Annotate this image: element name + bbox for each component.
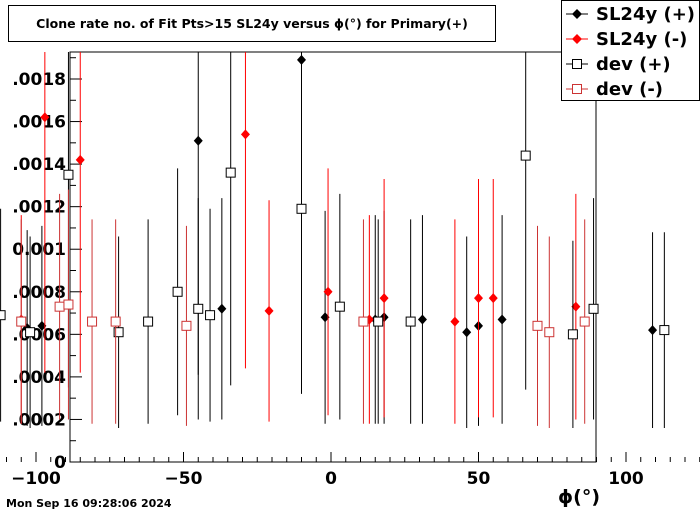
data-point	[54, 301, 65, 312]
y-tick-label: 0	[54, 453, 66, 473]
x-tick-label: −100	[11, 469, 61, 489]
data-point	[113, 327, 124, 338]
data-point	[110, 316, 121, 327]
data-point	[405, 316, 416, 327]
data-point	[217, 303, 227, 314]
y-tick-label: .0002	[12, 410, 66, 430]
data-point	[63, 169, 74, 180]
timestamp: Mon Sep 16 09:28:06 2024	[6, 497, 172, 510]
filled-diamond-black-icon	[566, 9, 588, 19]
y-tick-label: .0008	[12, 283, 66, 303]
data-point	[450, 316, 460, 327]
x-tick-label: 50	[467, 469, 491, 489]
legend-label: dev (-)	[596, 78, 664, 100]
data-point	[37, 320, 47, 331]
data-point	[544, 327, 555, 338]
data-point	[659, 325, 670, 336]
data-point	[87, 316, 98, 327]
legend-item-sl24y-plus: SL24y (+)	[562, 2, 700, 26]
y-tick-label: .0018	[12, 70, 66, 90]
chart-title: Clone rate no. of Fit Pts>15 SL24y versu…	[36, 16, 468, 31]
legend-item-dev-plus: dev (+)	[562, 52, 700, 76]
chart-title-box: Clone rate no. of Fit Pts>15 SL24y versu…	[8, 5, 496, 42]
legend: SL24y (+) SL24y (-) dev (+) dev (-)	[561, 0, 700, 101]
y-tick-label: .0016	[12, 113, 66, 133]
data-point	[488, 293, 498, 304]
data-point	[358, 316, 369, 327]
data-point	[373, 316, 384, 327]
data-point	[532, 320, 543, 331]
y-tick-label: .0004	[12, 368, 66, 388]
data-point	[193, 135, 203, 146]
data-point	[648, 325, 658, 336]
data-point	[417, 314, 427, 325]
data-point	[571, 301, 581, 312]
data-point	[323, 286, 333, 297]
x-tick-label: 100	[608, 469, 644, 489]
data-point	[75, 154, 85, 165]
data-point	[296, 203, 307, 214]
data-point	[320, 312, 330, 323]
legend-label: SL24y (-)	[596, 28, 688, 50]
data-point	[63, 299, 74, 310]
legend-label: SL24y (+)	[596, 3, 696, 25]
y-tick-label: .0014	[12, 155, 66, 175]
data-point	[172, 286, 183, 297]
data-point	[474, 293, 483, 304]
y-tick-label: 0.001	[12, 240, 66, 260]
filled-diamond-red-icon	[566, 34, 588, 44]
data-point	[379, 293, 389, 304]
legend-item-dev-minus: dev (-)	[562, 77, 700, 101]
data-point	[0, 310, 6, 321]
open-square-red-icon	[566, 84, 588, 94]
x-tick-label: −50	[165, 469, 203, 489]
data-point	[40, 112, 50, 123]
data-point	[205, 310, 216, 321]
data-point	[334, 301, 345, 312]
data-point	[462, 327, 472, 338]
data-point	[520, 150, 531, 161]
data-point	[264, 305, 274, 316]
x-axis-title: ϕ(°)	[558, 486, 600, 508]
data-point	[16, 316, 27, 327]
data-point	[143, 316, 154, 327]
data-point	[579, 316, 590, 327]
data-point	[25, 327, 36, 338]
y-tick-label: .0012	[12, 198, 66, 218]
x-tick-label: 0	[325, 469, 337, 489]
data-point	[240, 129, 250, 140]
legend-label: dev (+)	[596, 53, 671, 75]
legend-item-sl24y-minus: SL24y (-)	[562, 27, 700, 51]
data-point	[497, 314, 507, 325]
y-tick-label: .0006	[12, 325, 66, 345]
data-point	[225, 167, 236, 178]
plot-frame	[69, 51, 597, 463]
data-point	[588, 303, 599, 314]
data-point	[567, 329, 578, 340]
open-square-black-icon	[566, 59, 588, 69]
data-point	[181, 320, 192, 331]
data-point	[193, 303, 204, 314]
